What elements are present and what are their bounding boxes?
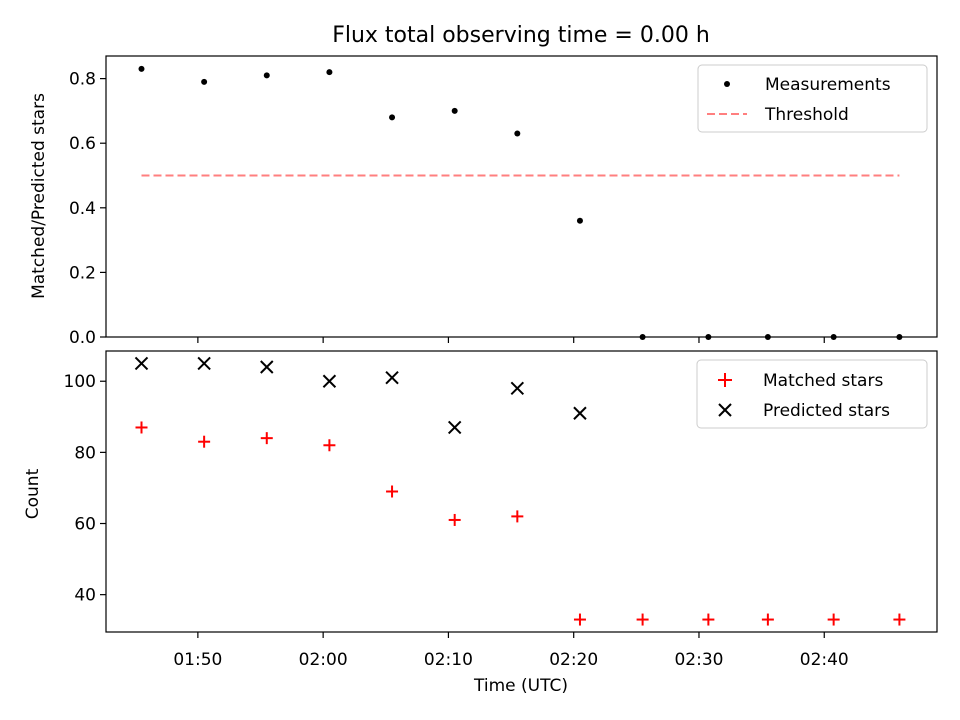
predicted-point bbox=[510, 381, 525, 396]
x-tick-label: 02:00 bbox=[299, 650, 348, 670]
count-legend: Matched stars Predicted stars bbox=[696, 359, 928, 429]
matched-point bbox=[573, 613, 586, 626]
legend-matched-marker bbox=[718, 373, 732, 387]
ratio-y-tick-label: 0.2 bbox=[69, 263, 96, 283]
measurement-point bbox=[263, 72, 270, 79]
legend-predicted-marker bbox=[718, 403, 732, 417]
x-axis-label: Time (UTC) bbox=[473, 676, 568, 696]
count-x-ticks: 01:50 02:00 02:10 02:20 02:30 02:40 bbox=[173, 632, 849, 670]
predicted-point bbox=[260, 360, 274, 374]
predicted-point bbox=[385, 370, 399, 385]
ratio-legend: Measurements Threshold bbox=[697, 64, 928, 133]
matched-point bbox=[761, 613, 774, 626]
ratio-y-tick-label: 0.0 bbox=[69, 328, 96, 348]
figure-title: Flux total observing time = 0.00 h bbox=[332, 23, 710, 48]
predicted-point bbox=[573, 406, 587, 420]
count-y-tick-label: 80 bbox=[74, 443, 96, 463]
ratio-y-tick-label: 0.4 bbox=[69, 199, 96, 219]
ratio-y-tick-label: 0.6 bbox=[69, 134, 96, 154]
ratio-x-ticks bbox=[197, 337, 825, 343]
matched-point bbox=[386, 485, 399, 498]
x-tick-label: 02:40 bbox=[800, 650, 849, 670]
x-tick-label: 02:10 bbox=[424, 650, 473, 670]
count-y-tick-label: 60 bbox=[74, 515, 96, 535]
count-y-tick-label: 40 bbox=[74, 586, 96, 606]
legend-threshold-label: Threshold bbox=[764, 105, 849, 125]
x-tick-label: 02:20 bbox=[549, 650, 598, 670]
count-plot-markers bbox=[134, 356, 906, 626]
matched-point bbox=[260, 432, 273, 445]
matched-point bbox=[448, 513, 461, 526]
measurement-point bbox=[451, 107, 458, 114]
x-tick-label: 02:30 bbox=[674, 650, 723, 670]
count-y-tick-label: 100 bbox=[64, 372, 96, 392]
count-legend-frame bbox=[696, 359, 928, 429]
count-y-axis-label: Count bbox=[23, 468, 43, 519]
legend-measurements-label: Measurements bbox=[765, 75, 891, 95]
ratio-plot-frame bbox=[105, 55, 938, 338]
matched-point bbox=[636, 613, 649, 626]
ratio-y-axis-label: Matched/Predicted stars bbox=[29, 93, 49, 299]
predicted-point bbox=[134, 356, 149, 371]
predicted-point bbox=[322, 374, 337, 388]
measurement-point bbox=[138, 65, 145, 72]
matched-point bbox=[323, 439, 336, 452]
ratio-plot: 0.00.20.40.60.8 Matched/Predicted stars … bbox=[29, 55, 938, 348]
predicted-point bbox=[197, 356, 211, 371]
ratio-y-tick-label: 0.8 bbox=[69, 70, 96, 90]
matched-point bbox=[198, 435, 211, 448]
measurement-point bbox=[326, 69, 333, 76]
measurement-point bbox=[201, 78, 208, 85]
legend-matched-label: Matched stars bbox=[763, 371, 883, 391]
measurement-point bbox=[389, 114, 396, 121]
count-y-ticks: 40 60 80 100 bbox=[64, 372, 106, 606]
legend-measurements-marker bbox=[724, 81, 730, 87]
legend-predicted-label: Predicted stars bbox=[763, 401, 890, 421]
predicted-point bbox=[447, 420, 462, 435]
count-plot-frame bbox=[105, 350, 938, 633]
matched-point bbox=[511, 510, 524, 523]
matched-point bbox=[135, 421, 148, 434]
ratio-y-ticks: 0.0 0.2 0.4 0.6 0.8 bbox=[69, 70, 106, 348]
count-plot: 40 60 80 100 01:50 02:00 02:10 02:20 02:30 02:40… bbox=[23, 350, 938, 696]
matched-point bbox=[702, 613, 715, 626]
x-tick-label: 01:50 bbox=[173, 650, 222, 670]
ratio-plot-markers bbox=[138, 65, 903, 340]
matched-point bbox=[827, 613, 840, 626]
measurement-point bbox=[514, 130, 521, 137]
ratio-legend-frame bbox=[697, 64, 928, 133]
measurement-point bbox=[576, 217, 583, 224]
matched-point bbox=[893, 613, 906, 626]
